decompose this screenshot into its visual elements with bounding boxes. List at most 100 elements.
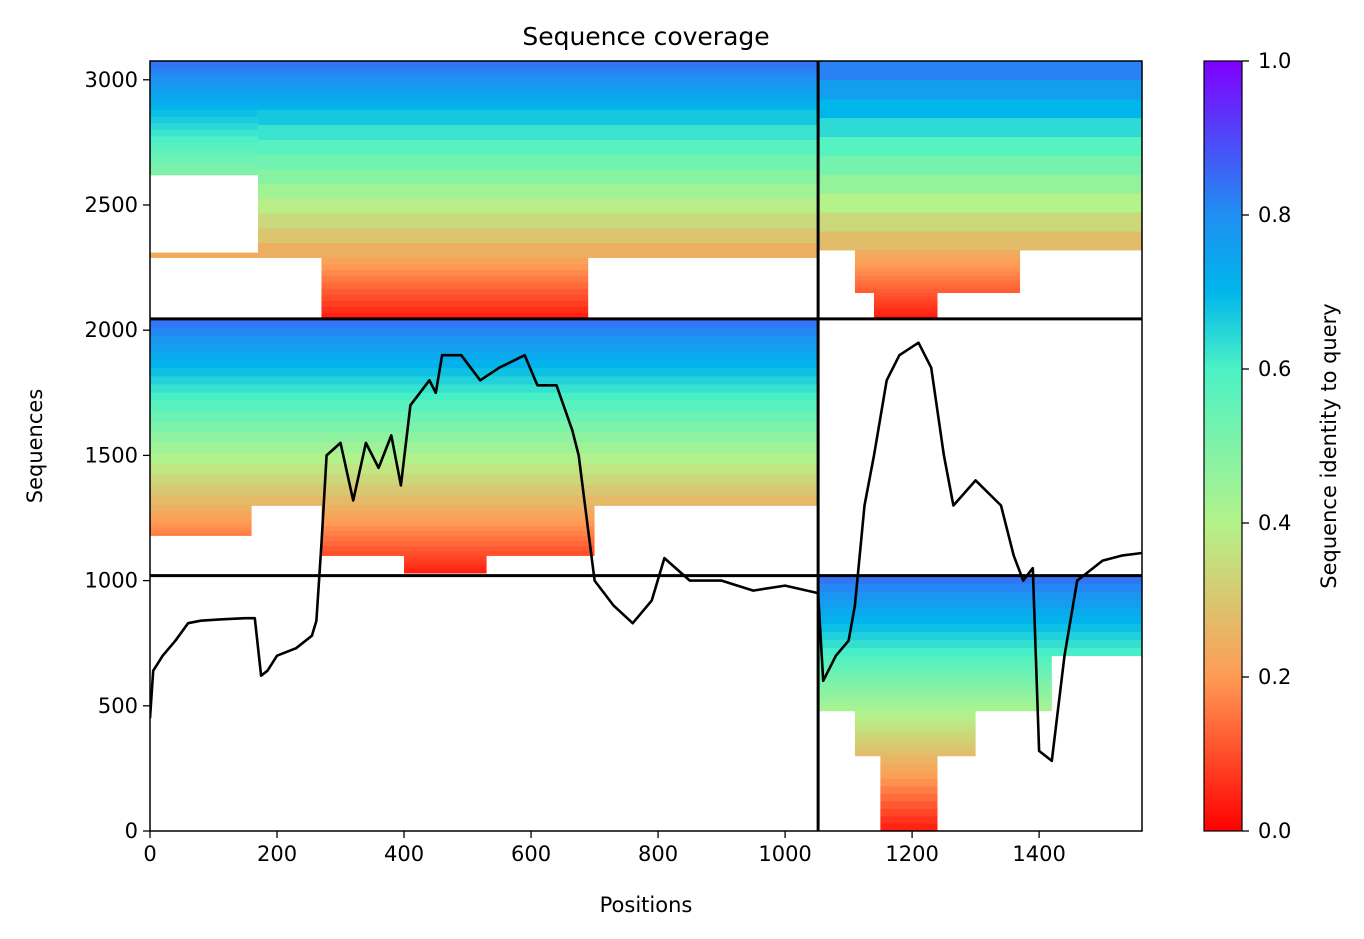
block-B1 (818, 575, 1142, 831)
heat-band-0 (150, 95, 819, 101)
x-tick-label: 1200 (885, 842, 938, 866)
heat-band-0 (150, 75, 819, 81)
x-axis-ticks: 0 200 400 600 800 1000 1200 1400 (143, 831, 1066, 866)
heat-band-2 (257, 139, 819, 155)
heat-band-0 (150, 90, 819, 96)
heat-band-0 (818, 623, 1142, 633)
heat-band-0 (818, 647, 1142, 657)
heat-band-0 (818, 639, 1142, 649)
colorbar (1203, 60, 1243, 832)
heat-band-0 (818, 615, 1142, 625)
heat-band-2 (854, 751, 976, 757)
heat-band-1 (150, 168, 258, 176)
heat-band-0 (818, 174, 1142, 194)
heat-band-1 (818, 661, 1052, 668)
heat-band-4 (321, 263, 589, 271)
heat-band-2 (873, 303, 938, 307)
heat-band-2 (257, 109, 819, 126)
heat-band-0 (150, 375, 819, 385)
x-tick-label: 800 (638, 842, 678, 866)
heat-band-2 (854, 719, 976, 725)
heat-band-4 (404, 557, 487, 560)
heat-band-0 (150, 327, 819, 336)
heat-band-1 (818, 666, 1052, 673)
heat-band-2 (854, 733, 976, 739)
colorbar-tick-label: 0.0 (1258, 819, 1291, 843)
heat-band-3 (880, 800, 938, 809)
heat-band-1 (150, 410, 819, 422)
heat-band-2 (150, 517, 252, 521)
heat-band-2 (854, 724, 976, 730)
heat-band-2 (873, 311, 938, 315)
plot-frame (149, 60, 1143, 832)
heat-band-3 (321, 525, 595, 531)
heat-band-2 (854, 746, 976, 752)
heat-band-1 (854, 250, 1021, 255)
heat-band-3 (321, 545, 595, 551)
heat-band-3 (880, 778, 938, 787)
heat-band-1 (150, 142, 258, 150)
heat-band-0 (150, 384, 819, 393)
block-boundaries (150, 61, 1142, 831)
heat-band-2 (150, 529, 252, 533)
heat-band-3 (150, 255, 258, 257)
heat-band-1 (150, 421, 819, 433)
heat-band-2 (150, 526, 252, 530)
heat-band-2 (257, 168, 819, 185)
heat-band-3 (321, 535, 595, 541)
heat-band-3 (150, 257, 258, 258)
heat-band-4 (321, 288, 589, 295)
heat-band-3 (880, 815, 938, 824)
heat-band-1 (818, 699, 1052, 706)
heat-band-1 (818, 655, 1052, 662)
heat-band-3 (150, 253, 258, 255)
heat-band-3 (150, 254, 258, 255)
heat-band-1 (150, 161, 258, 169)
heat-band-2 (854, 728, 976, 734)
heat-band-1 (150, 473, 819, 485)
block-A1 (150, 61, 819, 320)
heat-band-3 (150, 255, 258, 256)
heat-band-1 (150, 400, 819, 412)
heat-band-0 (818, 231, 1142, 251)
heat-band-0 (818, 193, 1142, 213)
heat-band-1 (150, 431, 819, 443)
y-tick-label: 0 (125, 819, 138, 843)
heat-band-1 (818, 694, 1052, 701)
heat-band-2 (257, 242, 819, 258)
heat-band-2 (854, 737, 976, 743)
heat-band-0 (150, 318, 819, 328)
heat-band-3 (880, 755, 938, 764)
heat-band-4 (321, 300, 589, 308)
heat-band-3 (880, 785, 938, 794)
heat-band-2 (150, 532, 252, 536)
heat-band-2 (257, 213, 819, 229)
heat-band-4 (404, 569, 487, 572)
heat-band-2 (873, 295, 938, 299)
colorbar-tick-label: 0.8 (1258, 203, 1291, 227)
heat-band-1 (854, 267, 1021, 272)
heat-band-0 (150, 359, 819, 369)
heat-band-3 (321, 515, 595, 521)
heat-band-4 (321, 269, 589, 277)
x-tick-label: 400 (384, 842, 424, 866)
heat-band-0 (818, 599, 1142, 609)
heat-band-2 (150, 520, 252, 524)
heat-band-3 (150, 256, 258, 257)
heat-band-2 (873, 292, 938, 296)
heat-band-0 (818, 591, 1142, 601)
heat-band-2 (257, 124, 819, 140)
heat-band-0 (150, 70, 819, 77)
block-A2 (150, 318, 819, 574)
heat-band-3 (880, 770, 938, 779)
heat-band-2 (150, 523, 252, 527)
heat-band-0 (818, 98, 1142, 119)
heat-band-3 (150, 256, 258, 258)
colorbar-label: Sequence identity to query (1317, 303, 1341, 588)
heat-band-0 (150, 65, 819, 72)
heat-band-4 (321, 306, 589, 314)
block-B2 (818, 61, 1142, 320)
heat-band-0 (818, 117, 1142, 138)
heat-band-3 (880, 823, 938, 831)
heat-band-1 (854, 279, 1021, 285)
